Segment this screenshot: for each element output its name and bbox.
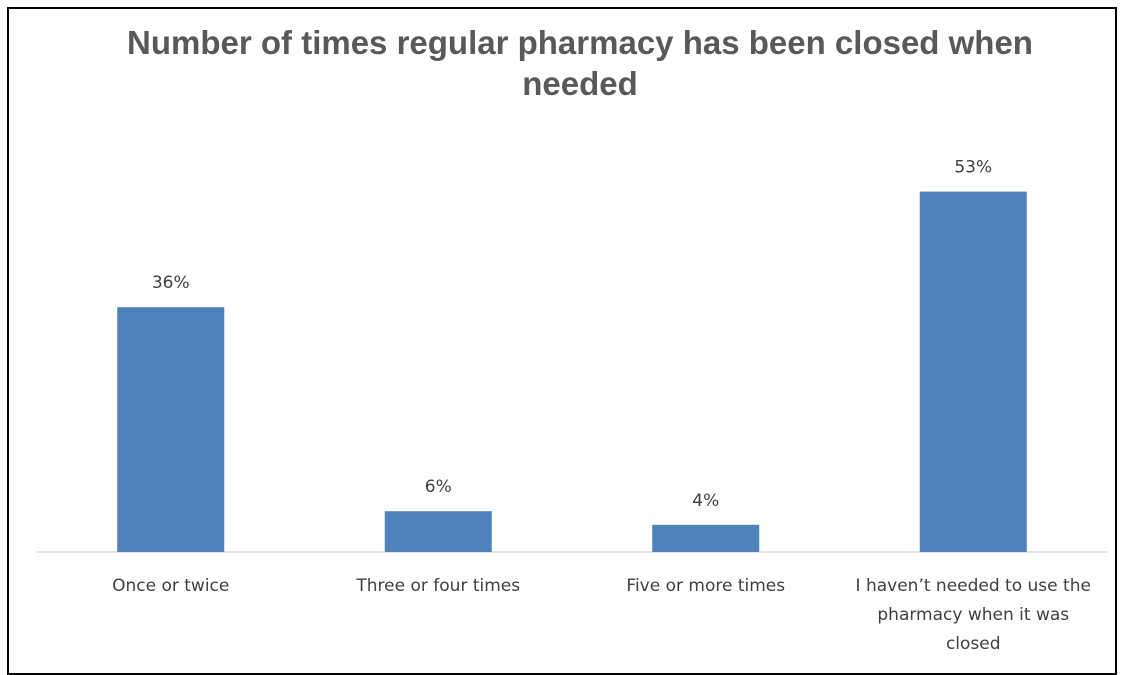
category-label-line: pharmacy when it was [877, 605, 1069, 625]
category-label-line: I haven’t needed to use the [856, 576, 1091, 596]
chart-title: Number of times regular pharmacy has bee… [127, 24, 1033, 102]
bar-1 [117, 307, 225, 552]
category-label-3: Five or more times [626, 576, 785, 596]
bar-2 [384, 511, 492, 552]
category-label-line: Five or more times [626, 576, 785, 596]
data-label-2: 6% [425, 477, 452, 497]
data-labels-group: 36% 6% 4% 53% [152, 158, 992, 511]
category-label-2: Three or four times [355, 576, 520, 596]
bar-3 [652, 524, 760, 552]
category-labels-group: Once or twice Three or four times Five or … [112, 576, 1091, 654]
bar-4 [919, 191, 1027, 552]
data-label-1: 36% [152, 273, 190, 293]
category-label-line: Three or four times [355, 576, 520, 596]
category-label-line: closed [946, 634, 1001, 654]
category-label-1: Once or twice [112, 576, 229, 596]
category-label-line: Once or twice [112, 576, 229, 596]
data-label-3: 4% [692, 491, 719, 511]
bars-group [117, 191, 1027, 552]
category-label-4: I haven’t needed to use the pharmacy when… [856, 576, 1091, 654]
data-label-4: 53% [954, 158, 992, 178]
